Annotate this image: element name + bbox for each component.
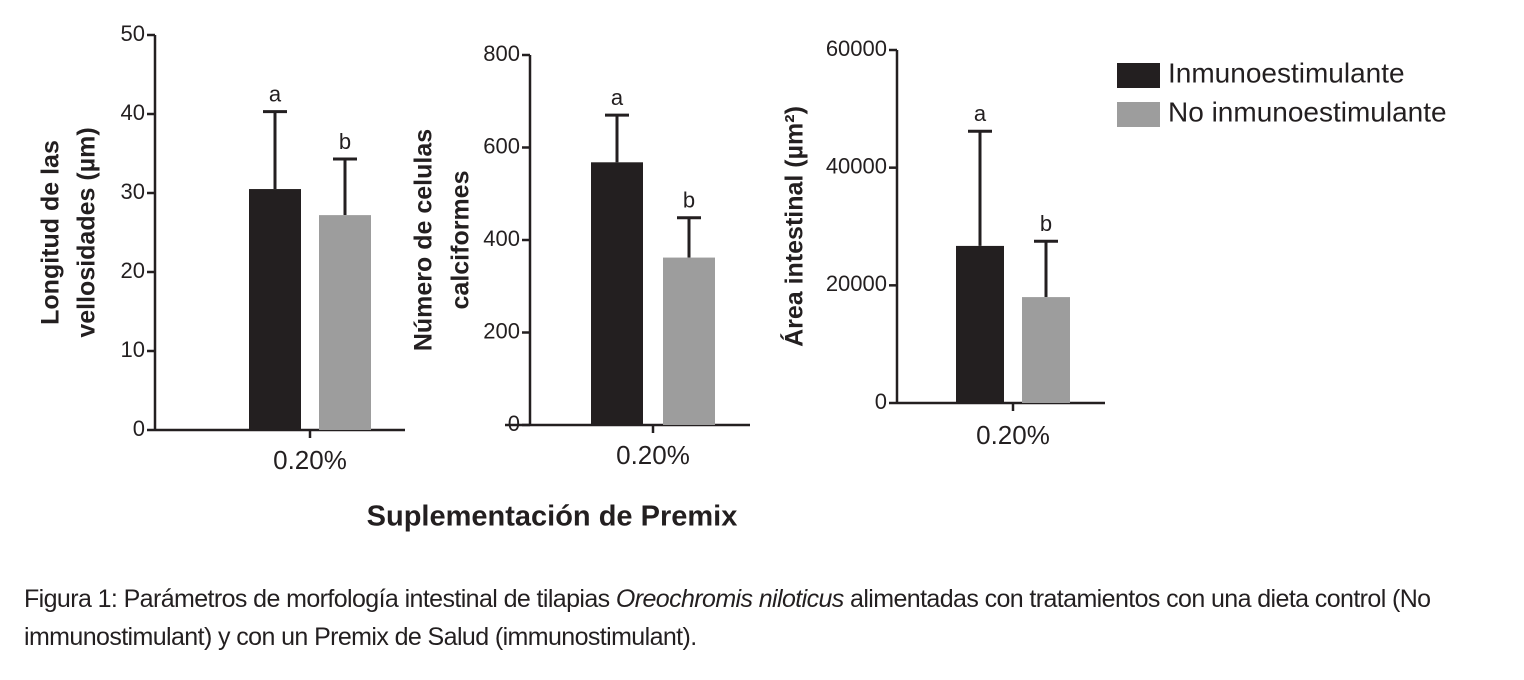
y-tick-label: 600 (483, 133, 520, 158)
x-tick-label: 0.20% (273, 445, 347, 475)
y-tick-label: 60000 (826, 36, 887, 61)
y-tick-label: 200 (483, 318, 520, 343)
caption-species: Oreochromis niloticus (615, 585, 844, 613)
bar (956, 245, 1004, 403)
y-tick-label: 20 (121, 258, 145, 283)
y-tick-label: 0 (133, 416, 145, 441)
y-axis-label: Área intestinal (µm²) (780, 106, 809, 347)
caption-text: alimentadas con tratamientos con una die… (24, 585, 1431, 651)
x-axis-label: Suplementación de Premix (367, 501, 738, 533)
y-axis-label: Número de celulas (410, 129, 438, 351)
y-axis-label: Longitud de las (37, 140, 65, 325)
legend-swatch (1117, 102, 1160, 127)
caption-text: Figura 1: Parámetros de morfología intes… (24, 585, 616, 613)
y-tick-label: 50 (121, 21, 145, 46)
legend-swatch (1117, 63, 1160, 88)
bar (591, 162, 643, 426)
y-tick-label: 40 (121, 100, 145, 125)
y-tick-label: 40000 (826, 153, 887, 178)
significance-letter: b (339, 129, 351, 154)
x-tick-label: 0.20% (976, 420, 1050, 450)
legend-label: Inmunoestimulante (1168, 57, 1405, 88)
y-tick-label: 20000 (826, 271, 887, 296)
significance-letter: a (611, 85, 624, 110)
y-tick-label: 800 (483, 41, 520, 66)
significance-letter: a (974, 101, 987, 126)
bar (319, 215, 371, 430)
legend-label: No inmunoestimulante (1168, 96, 1447, 127)
caption: Figura 1: Parámetros de morfología intes… (24, 580, 1484, 656)
significance-letter: b (683, 188, 695, 213)
x-tick-label: 0.20% (616, 440, 690, 470)
y-tick-label: 0 (875, 389, 887, 414)
bar (1022, 297, 1070, 403)
y-tick-label: 0 (508, 411, 520, 436)
y-tick-label: 400 (483, 226, 520, 251)
bar (663, 257, 715, 425)
bar (249, 189, 301, 430)
y-tick-label: 10 (121, 337, 145, 362)
chart: Suplementación de Premix 0 10 20 30 40 50 Long… (37, 21, 1447, 533)
significance-letter: b (1040, 211, 1052, 236)
significance-letter: a (269, 81, 282, 106)
y-tick-label: 30 (121, 179, 145, 204)
y-axis-label: vellosidades (µm) (73, 127, 101, 337)
y-axis-label: calciformes (447, 171, 475, 310)
